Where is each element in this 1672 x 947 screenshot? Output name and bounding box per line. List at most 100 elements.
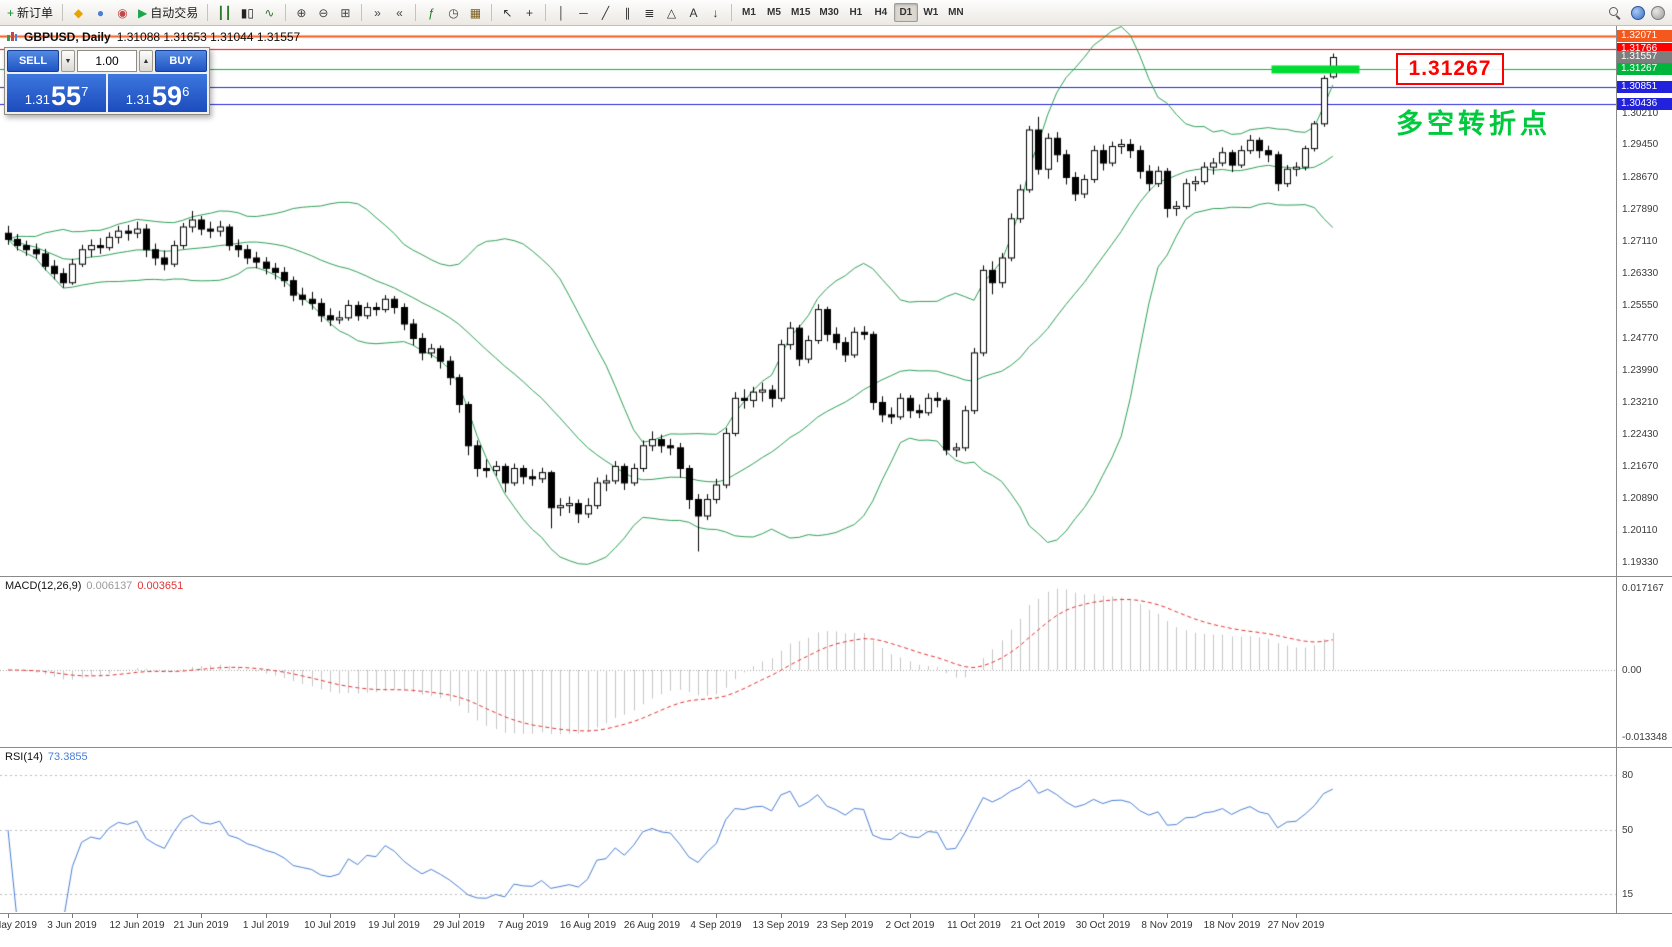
date-label: 12 Jun 2019	[109, 920, 165, 931]
date-tick	[652, 914, 653, 918]
price-tick: 1.27110	[1622, 236, 1658, 248]
market-watch-icon[interactable]: ◉	[112, 2, 133, 23]
date-tick	[1167, 914, 1168, 918]
periods-icon[interactable]: ◷	[443, 2, 464, 23]
price-axis[interactable]: 1.30210 1.29450 1.28670 1.27890 1.27110 1.263…	[1616, 26, 1672, 576]
date-tick	[330, 914, 331, 918]
price-tick: 1.22430	[1622, 429, 1659, 441]
macd-name: MACD(12,26,9)	[5, 580, 82, 592]
sell-button[interactable]: SELL	[7, 50, 59, 72]
toolbar-separator	[544, 4, 546, 21]
time-axis[interactable]: 24 May 2019 3 Jun 2019 12 Jun 2019 21 Jun 2…	[0, 914, 1672, 947]
ask-price[interactable]: 1.31 59 6	[108, 74, 207, 112]
text-icon: A	[689, 5, 698, 20]
crosshair-icon[interactable]: +	[519, 2, 540, 23]
ask-sup: 6	[182, 84, 190, 99]
arrows-icon[interactable]: ↓	[705, 2, 726, 23]
chart-title: GBPUSD, Daily 1.31088 1.31653 1.31044 1.…	[6, 30, 300, 44]
fibonacci-icon[interactable]: ≣	[639, 2, 660, 23]
date-tick	[394, 914, 395, 918]
buy-button[interactable]: BUY	[155, 50, 207, 72]
bar-chart-icon[interactable]: ┃┃	[213, 2, 235, 23]
price-chart-canvas[interactable]	[0, 26, 1616, 575]
shapes-icon: △	[666, 5, 677, 20]
price-tick: 1.19330	[1622, 557, 1659, 569]
rsi-axis[interactable]: 80 50 15	[1616, 748, 1672, 913]
search-button[interactable]	[1604, 2, 1625, 23]
chart-shift-icon[interactable]: «	[389, 2, 410, 23]
date-label: 8 Nov 2019	[1141, 920, 1193, 931]
tile-windows-icon[interactable]: ⊞	[335, 2, 356, 23]
timeframe-w1-button[interactable]: W1	[919, 3, 943, 22]
date-tick	[716, 914, 717, 918]
price-tick: 1.23990	[1622, 364, 1659, 376]
horizontal-line-icon[interactable]: ─	[573, 2, 594, 23]
zoom-out-icon[interactable]: ⊖	[313, 2, 334, 23]
toolbar-right-group	[1604, 2, 1669, 23]
date-label: 3 Jun 2019	[47, 920, 97, 931]
date-tick	[974, 914, 975, 918]
ask-big: 59	[152, 81, 183, 111]
timeframe-m30-button[interactable]: M30	[815, 3, 842, 22]
rsi-level-label: 50	[1622, 825, 1634, 836]
auto-scroll-icon[interactable]: »	[367, 2, 388, 23]
price-tag: 1.31267	[1617, 63, 1672, 76]
timeframe-m1-button[interactable]: M1	[737, 3, 761, 22]
help-icon[interactable]	[1651, 5, 1665, 20]
timeframe-m15-button[interactable]: M15	[787, 3, 814, 22]
rsi-value: 73.3855	[47, 751, 88, 763]
macd-canvas[interactable]	[0, 577, 1616, 746]
auto-scroll-icon: »	[374, 5, 381, 20]
lot-increase-button[interactable]: ▲	[139, 50, 153, 72]
price-tick: 1.25550	[1622, 300, 1659, 312]
timeframe-mn-button[interactable]: MN	[944, 3, 968, 22]
lot-size-input[interactable]	[77, 50, 137, 72]
price-annotation-box: 1.31267	[1396, 53, 1504, 85]
macd-axis[interactable]: 0.017167 0.00 -0.013348	[1616, 577, 1672, 747]
horizontal-line-icon: ─	[579, 5, 588, 20]
date-tick	[8, 914, 9, 918]
price-tag: 1.31557	[1617, 51, 1672, 64]
text-icon[interactable]: A	[683, 2, 704, 23]
lot-decrease-button[interactable]: ▼	[61, 50, 75, 72]
price-tag: 1.30436	[1617, 97, 1672, 110]
date-tick	[72, 914, 73, 918]
candlestick-chart-icon[interactable]: ▮▯	[237, 2, 258, 23]
line-chart-icon[interactable]: ∿	[259, 2, 280, 23]
shapes-icon[interactable]: △	[661, 2, 682, 23]
rsi-label: RSI(14) 73.3855	[5, 751, 88, 763]
date-label: 18 Nov 2019	[1203, 920, 1261, 931]
rsi-level-label: 15	[1622, 888, 1634, 900]
date-tick	[523, 914, 524, 918]
symbol-name: GBPUSD, Daily	[24, 30, 111, 44]
timeframe-d1-button[interactable]: D1	[893, 3, 918, 22]
date-label: 4 Sep 2019	[690, 920, 742, 931]
date-tick	[845, 914, 846, 918]
cursor-icon[interactable]: ↖	[497, 2, 518, 23]
templates-icon: ▦	[469, 5, 482, 20]
market-watch-icon: ◉	[117, 5, 128, 20]
bid-price[interactable]: 1.31 55 7	[7, 74, 106, 112]
vertical-line-icon[interactable]: │	[551, 2, 572, 23]
bar-chart-icon: ┃┃	[217, 5, 232, 20]
rsi-canvas[interactable]	[0, 748, 1616, 912]
profiles-icon[interactable]: ●	[90, 2, 111, 23]
trendline-icon[interactable]: ╱	[595, 2, 616, 23]
auto-trading-button[interactable]: ▶ 自动交易	[134, 2, 202, 23]
timeframe-h4-button[interactable]: H4	[869, 3, 893, 22]
new-order-button[interactable]: + 新订单	[3, 2, 57, 23]
channel-icon[interactable]: ∥	[617, 2, 638, 23]
favorites-icon[interactable]: ◆	[68, 2, 89, 23]
date-label: 23 Sep 2019	[816, 920, 874, 931]
templates-icon[interactable]: ▦	[465, 2, 486, 23]
date-tick	[1038, 914, 1039, 918]
timeframe-m5-button[interactable]: M5	[762, 3, 786, 22]
zoom-in-icon[interactable]: ⊕	[291, 2, 312, 23]
community-icon[interactable]	[1631, 5, 1645, 20]
price-tick: 1.30210	[1622, 108, 1659, 120]
date-label: 21 Oct 2019	[1010, 920, 1066, 931]
date-label: 10 Jul 2019	[304, 920, 356, 931]
indicators-icon[interactable]: ƒ	[421, 2, 442, 23]
timeframe-h1-button[interactable]: H1	[844, 3, 868, 22]
